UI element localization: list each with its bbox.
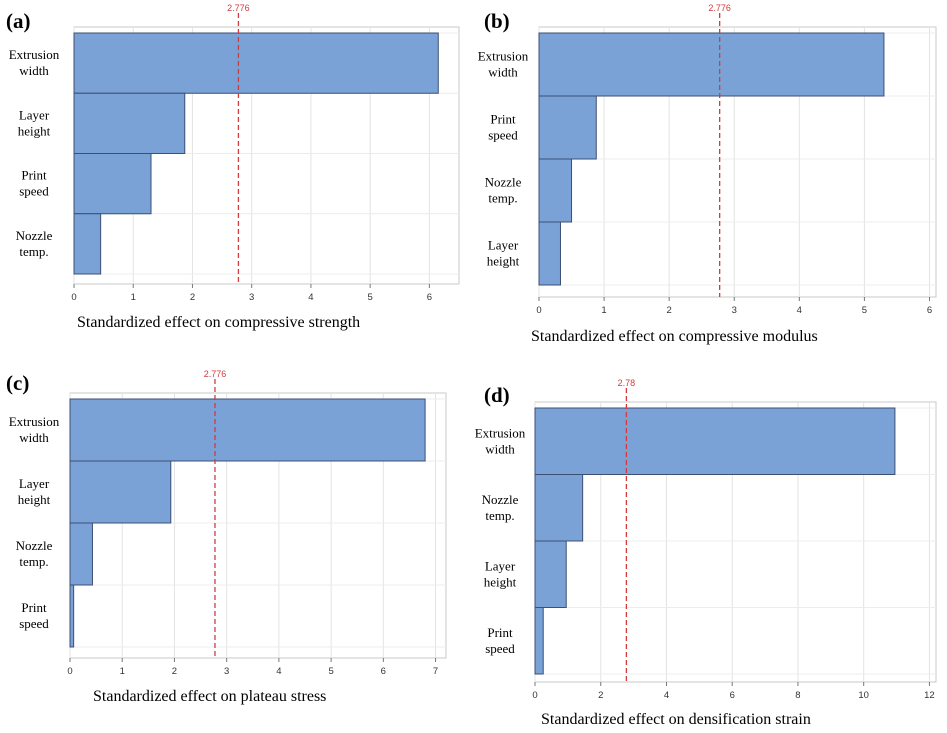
- chart-svg-c: 0 1 2 3 4 5 6 7 Extrusion width Layer height Nozzle t…: [6, 369, 447, 705]
- x-tick-label: 3: [732, 305, 737, 316]
- bar-nozzle-temp: [534, 474, 584, 542]
- x-tick-label: 4: [797, 305, 802, 316]
- reference-line-label: 2.776: [227, 3, 250, 13]
- x-tick-label: 2: [667, 305, 672, 316]
- category-label: Layer height: [487, 238, 520, 269]
- x-tick-label: 2: [172, 666, 177, 677]
- x-tick-label: 3: [224, 666, 229, 677]
- x-tick-label: 3: [249, 292, 254, 303]
- bar-extrusion-width: [73, 32, 439, 94]
- reference-line-label: 2.776: [708, 3, 731, 13]
- category-label: Print speed: [485, 625, 515, 656]
- category-label: Layer height: [18, 107, 51, 138]
- x-tick-label: 0: [71, 292, 76, 303]
- bar-layer-height: [69, 460, 172, 524]
- chart-svg-a: 0 1 2 3 4 5 6 Extrusion width Layer height Print spe…: [6, 3, 460, 331]
- category-label: Layer height: [18, 476, 51, 507]
- bar-nozzle-temp: [69, 522, 93, 586]
- category-label: Extrusion width: [475, 425, 526, 456]
- x-tick-label: 0: [532, 690, 537, 701]
- x-tick-label: 1: [120, 666, 125, 677]
- x-tick-label: 6: [730, 690, 735, 701]
- bar-extrusion-width: [69, 398, 426, 462]
- x-tick-label: 1: [131, 292, 136, 303]
- bar-extrusion-width: [534, 407, 896, 475]
- x-tick-label: 5: [328, 666, 333, 677]
- chart-panel-a: 0 1 2 3 4 5 6 Extrusion width Layer height Print spe…: [0, 0, 470, 345]
- x-tick-label: 0: [67, 666, 72, 677]
- category-label: Extrusion width: [9, 47, 60, 78]
- chart-panel-d: 0 2 4 6 8 10 12 Extrusion width Nozzle temp. Layer h…: [470, 362, 947, 733]
- x-tick-label: 6: [427, 292, 432, 303]
- bar-layer-height: [73, 92, 186, 154]
- x-tick-label: 6: [381, 666, 386, 677]
- x-tick-label: 4: [664, 690, 669, 701]
- category-label: Nozzle temp.: [485, 175, 522, 206]
- x-tick-label: 6: [927, 305, 932, 316]
- panel-label: (d): [484, 383, 510, 407]
- x-tick-label: 2: [190, 292, 195, 303]
- category-label: Print speed: [19, 168, 49, 199]
- x-tick-label: 2: [598, 690, 603, 701]
- x-tick-label: 5: [368, 292, 373, 303]
- x-tick-label: 5: [862, 305, 867, 316]
- x-axis-label: Standardized effect on compressive stren…: [77, 314, 360, 331]
- bar-nozzle-temp: [538, 158, 573, 223]
- bar-print-speed: [73, 153, 152, 215]
- chart-panel-c: 0 1 2 3 4 5 6 7 Extrusion width Layer height Nozzle t…: [0, 362, 470, 707]
- chart-svg-b: 0 1 2 3 4 5 6 Extrusion width Print speed Nozzle tem…: [478, 3, 937, 345]
- chart-svg-d: 0 2 4 6 8 10 12 Extrusion width Nozzle temp. Layer h…: [475, 378, 937, 728]
- reference-line-label: 2.776: [204, 369, 227, 379]
- bar-print-speed: [69, 584, 75, 648]
- category-label: Print speed: [488, 112, 518, 143]
- bar-extrusion-width: [538, 32, 885, 97]
- panel-label: (a): [6, 9, 31, 33]
- x-tick-label: 12: [924, 690, 935, 701]
- x-axis-label: Standardized effect on plateau stress: [93, 688, 326, 705]
- x-tick-label: 1: [601, 305, 606, 316]
- x-tick-label: 4: [276, 666, 281, 677]
- bar-print-speed: [534, 607, 544, 675]
- category-label: Nozzle temp.: [16, 538, 53, 569]
- x-axis-label: Standardized effect on densification str…: [541, 711, 811, 728]
- x-tick-label: 10: [858, 690, 869, 701]
- category-label: Extrusion width: [478, 49, 529, 80]
- x-axis-label: Standardized effect on compressive modul…: [531, 328, 818, 345]
- category-label: Extrusion width: [9, 414, 60, 445]
- panel-label: (b): [484, 9, 510, 33]
- bar-nozzle-temp: [73, 213, 102, 275]
- category-label: Layer height: [484, 558, 517, 589]
- reference-line-label: 2.78: [618, 378, 636, 388]
- category-label: Nozzle temp.: [16, 228, 53, 259]
- category-label: Nozzle temp.: [482, 492, 519, 523]
- bar-layer-height: [538, 221, 561, 286]
- category-label: Print speed: [19, 600, 49, 631]
- x-tick-label: 7: [433, 666, 438, 677]
- x-tick-label: 4: [308, 292, 313, 303]
- x-tick-label: 0: [536, 305, 541, 316]
- panel-label: (c): [6, 371, 29, 395]
- chart-panel-b: 0 1 2 3 4 5 6 Extrusion width Print speed Nozzle tem…: [470, 0, 947, 345]
- bar-layer-height: [534, 540, 567, 608]
- bar-print-speed: [538, 95, 597, 160]
- x-tick-label: 8: [795, 690, 800, 701]
